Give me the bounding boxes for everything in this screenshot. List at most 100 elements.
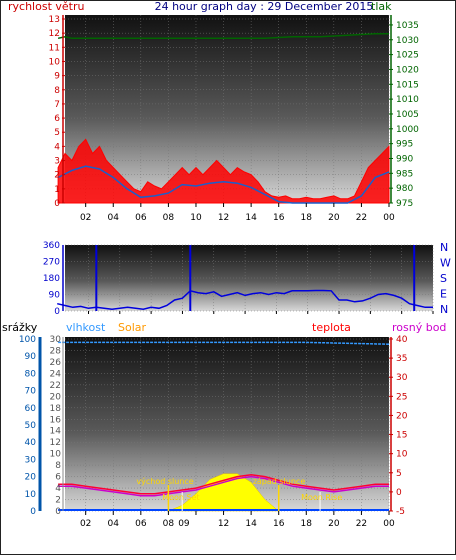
temperature-series — [58, 473, 389, 495]
graph-title: 24 hour graph day : 29 December 2015 — [155, 0, 374, 13]
rain-tick-label: 70 — [25, 387, 37, 397]
wind-speed-tick-label: 0 — [54, 199, 60, 209]
solar-tick-label: 20 — [50, 392, 62, 402]
sunset-label: západ slunce — [253, 477, 306, 486]
wind-speed-tick-label: 1 — [54, 185, 60, 195]
solar-tick-label: 26 — [50, 358, 62, 368]
solar-tick-label: 14 — [50, 427, 62, 437]
wind-speed-series — [57, 138, 390, 204]
x-tick-label: 04 — [108, 519, 120, 529]
solar-tick-label: 18 — [50, 404, 62, 414]
x-tick-label: 12 — [218, 519, 229, 529]
x-tick-label: 18 — [301, 519, 313, 529]
solar-label: Solar — [118, 321, 147, 334]
temperature-tick-label: 15 — [396, 431, 407, 441]
x-tick-label: 16 — [273, 519, 285, 529]
temperature-tick-label: 30 — [396, 373, 408, 383]
x-tick-label: 08 — [163, 519, 175, 529]
pressure-tick-label: 995 — [396, 140, 413, 150]
temperature-tick-label: 20 — [396, 411, 408, 421]
pressure-tick-label: 985 — [396, 169, 413, 179]
x-tick-label: 18 — [301, 213, 313, 223]
wind-speed-tick-label: 7 — [54, 100, 60, 110]
rain-tick-label: 30 — [25, 455, 37, 465]
pressure-tick-label: 980 — [396, 184, 413, 194]
temperature-tick-label: 10 — [396, 450, 408, 460]
solar-tick-label: 28 — [50, 346, 62, 356]
rain-tick-label: 0 — [30, 507, 36, 517]
x-tick-label: 12 — [218, 213, 229, 223]
solar-tick-label: 10 — [50, 450, 62, 460]
x-tick-label: 00 — [383, 519, 395, 529]
solar-tick-label: 0 — [55, 507, 61, 517]
humidity-label: vlhkost — [66, 321, 106, 334]
temperature-tick-label: 40 — [396, 335, 408, 345]
wind-speed-tick-label: 6 — [54, 114, 60, 124]
x-tick-label: 10 — [190, 213, 202, 223]
sunrise-label: východ slunce — [136, 477, 193, 486]
wind-speed-label: rychlost větru — [8, 0, 84, 13]
temperature-tick-label: 5 — [396, 469, 402, 479]
x-tick-label: 14 — [245, 519, 257, 529]
x-tick-label: 16 — [273, 213, 285, 223]
solar-tick-label: 2 — [55, 496, 61, 506]
moonrise-label: Moon Rise — [301, 493, 342, 502]
pressure-label: tlak — [371, 0, 392, 13]
solar-tick-label: 16 — [50, 415, 62, 425]
solar-tick-label: 22 — [50, 381, 61, 391]
pressure-tick-label: 975 — [396, 199, 413, 209]
x-tick-label: 06 — [135, 213, 147, 223]
compass-label: E — [440, 288, 447, 301]
wind-speed-tick-label: 12 — [49, 29, 60, 39]
x-tick-label: 20 — [328, 519, 340, 529]
rain-tick-label: 50 — [25, 421, 37, 431]
rain-tick-label: 80 — [25, 369, 37, 379]
x-tick-label: 06 — [135, 519, 147, 529]
x-tick-label: 20 — [328, 213, 340, 223]
solar-tick-label: 8 — [55, 461, 61, 471]
temperature-tick-label: 35 — [396, 354, 407, 364]
x-tick-label: 02 — [80, 519, 91, 529]
wind-speed-tick-label: 9 — [54, 72, 60, 82]
x-tick-label: 22 — [356, 213, 367, 223]
pressure-series — [57, 33, 389, 40]
compass-label: S — [440, 272, 447, 285]
compass-label: W — [440, 257, 451, 270]
x-tick-label: 02 — [80, 213, 91, 223]
direction-degree-label: 0 — [54, 307, 60, 317]
temperature-tick-label: -5 — [396, 507, 405, 517]
moonset-label: Moon Set — [162, 493, 199, 502]
pressure-tick-label: 1020 — [396, 65, 419, 75]
solar-tick-label: 6 — [55, 473, 61, 483]
direction-degree-label: 270 — [43, 258, 60, 268]
wind-direction-series — [57, 289, 433, 310]
wind-speed-tick-label: 11 — [49, 43, 60, 53]
dew-point-series — [58, 475, 389, 497]
moonset-time-label: 09 — [178, 519, 190, 529]
pressure-tick-label: 1000 — [396, 125, 419, 135]
x-tick-label: 22 — [356, 519, 367, 529]
pressure-tick-label: 1010 — [396, 95, 419, 105]
temperature-label: teplota — [312, 321, 351, 334]
wind-speed-tick-label: 4 — [54, 142, 60, 152]
direction-degree-label: 90 — [49, 291, 61, 301]
direction-degree-label: 360 — [43, 241, 60, 251]
solar-tick-label: 12 — [50, 438, 61, 448]
direction-degree-label: 180 — [43, 274, 60, 284]
wind-speed-tick-label: 5 — [54, 128, 60, 138]
rain-tick-label: 60 — [25, 404, 37, 414]
compass-label: N — [440, 241, 448, 254]
solar-tick-label: 4 — [55, 484, 61, 494]
wind-speed-tick-label: 13 — [49, 15, 60, 25]
x-tick-label: 00 — [383, 213, 395, 223]
wind-speed-tick-label: 8 — [54, 86, 60, 96]
wind-speed-tick-label: 2 — [54, 171, 60, 181]
solar-tick-label: 24 — [50, 369, 62, 379]
rain-tick-label: 40 — [25, 438, 37, 448]
temperature-tick-label: 0 — [396, 488, 402, 498]
pressure-tick-label: 1025 — [396, 51, 419, 61]
pressure-tick-label: 1035 — [396, 21, 419, 31]
